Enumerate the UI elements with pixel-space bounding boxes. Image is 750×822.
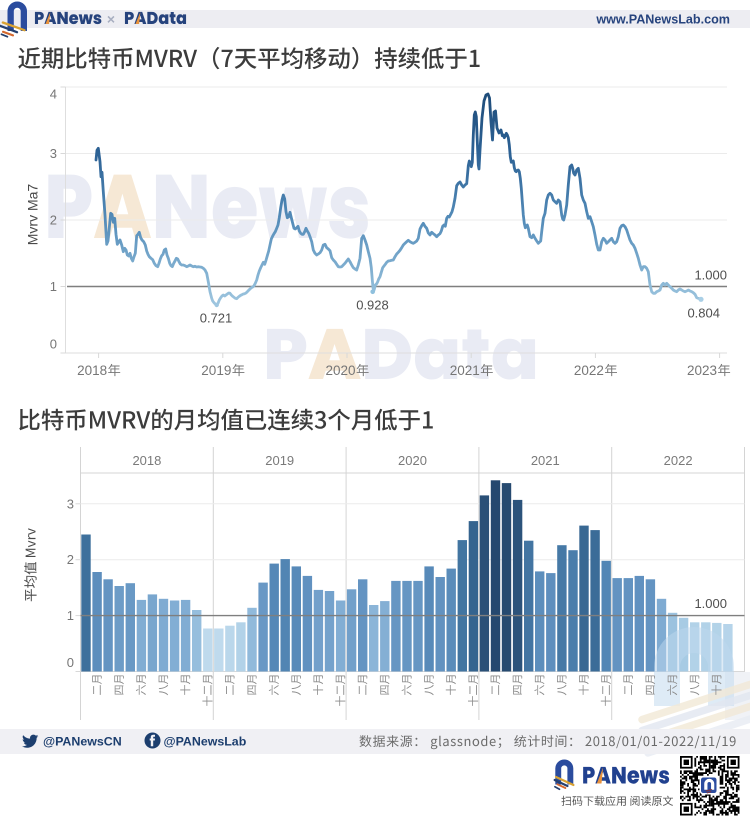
svg-text:2020: 2020 [398,453,427,468]
svg-text:2021: 2021 [450,363,480,378]
svg-text:0.928: 0.928 [356,298,389,313]
svg-text:2: 2 [50,213,57,228]
svg-text:2018: 2018 [132,453,161,468]
svg-text:2020: 2020 [326,363,356,378]
svg-text:1.000: 1.000 [694,268,727,283]
svg-text:2021: 2021 [531,453,560,468]
svg-text:2022: 2022 [664,453,693,468]
svg-text:2019: 2019 [201,363,231,378]
svg-text:0: 0 [67,655,74,670]
svg-text:2022: 2022 [574,363,604,378]
svg-text:1: 1 [67,608,74,623]
svg-text:2: 2 [67,552,74,567]
svg-text:1.000: 1.000 [694,596,727,611]
svg-text:0: 0 [50,337,57,352]
svg-text:@PANewsCN: @PANewsCN [43,735,122,749]
svg-text:3: 3 [67,496,74,511]
svg-text:www.PANewsLab.com: www.PANewsLab.com [595,13,730,27]
svg-text:1: 1 [50,279,57,294]
svg-text:×: × [107,11,115,27]
svg-text:2019: 2019 [265,453,294,468]
svg-text:2018: 2018 [77,363,107,378]
svg-text:0.721: 0.721 [200,311,233,326]
svg-text:@PANewsLab: @PANewsLab [164,735,247,749]
svg-text:Mvrv Ma7: Mvrv Ma7 [25,184,41,246]
svg-text:2023: 2023 [687,363,717,378]
svg-text:4: 4 [50,87,57,102]
svg-text:0.804: 0.804 [687,306,720,321]
svg-text:3: 3 [50,146,57,161]
